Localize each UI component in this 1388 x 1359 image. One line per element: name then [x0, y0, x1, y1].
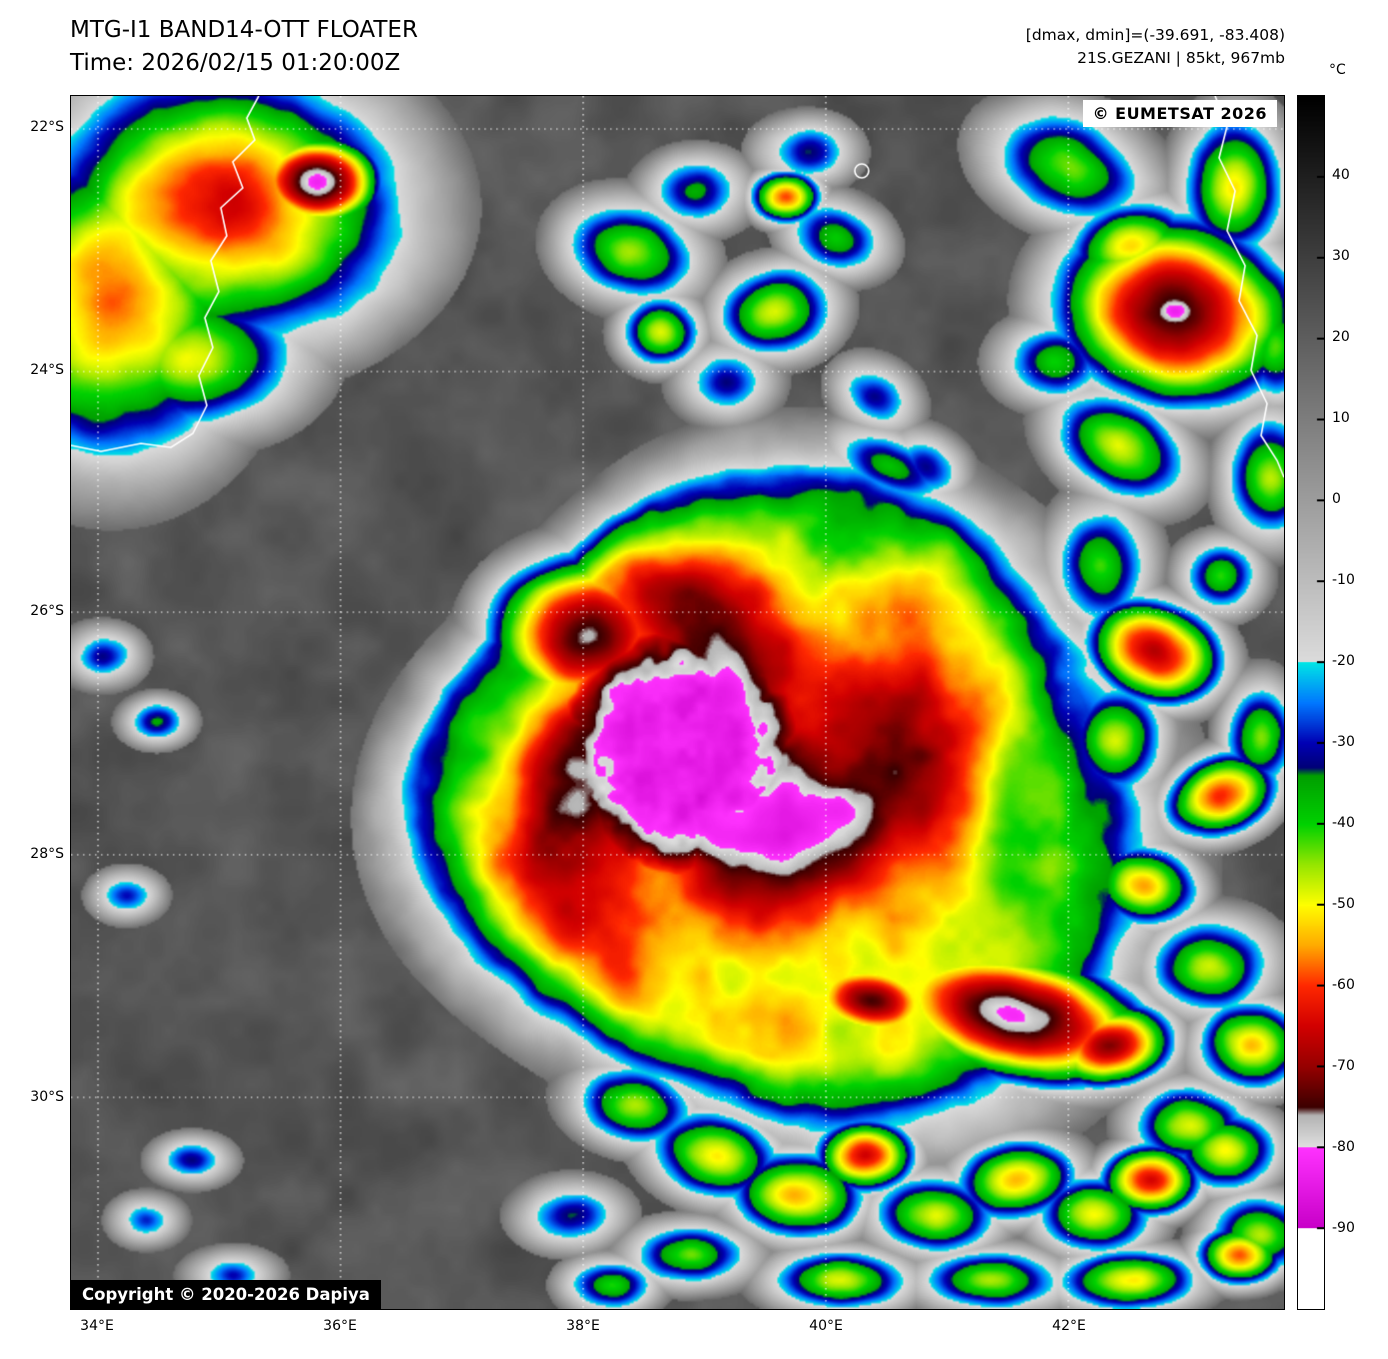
lat-label-24s: 24°S [30, 362, 64, 378]
lon-label-38e: 38°E [566, 1318, 600, 1334]
lon-label-40e: 40°E [809, 1318, 843, 1334]
colorbar-tick-label: 40 [1332, 167, 1350, 183]
colorbar [1297, 95, 1325, 1310]
colorbar-tick-label: -30 [1332, 734, 1355, 750]
colorbar-tick-label: 20 [1332, 329, 1350, 345]
colorbar-tick-label: 10 [1332, 410, 1350, 426]
colorbar-gradient-canvas [1298, 96, 1324, 1309]
colorbar-tick-label: -80 [1332, 1139, 1355, 1155]
colorbar-tick-label: 0 [1332, 491, 1341, 507]
storm-info-label: 21S.GEZANI | 85kt, 967mb [1077, 49, 1285, 67]
copyright-badge: Copyright © 2020-2026 Dapiya [71, 1280, 381, 1309]
colorbar-tick-label: -40 [1332, 815, 1355, 831]
lon-label-36e: 36°E [323, 1318, 357, 1334]
lon-label-34e: 34°E [80, 1318, 114, 1334]
colorbar-unit-label: °C [1329, 62, 1346, 78]
colorbar-tick-label: -90 [1332, 1220, 1355, 1236]
lat-label-26s: 26°S [30, 603, 64, 619]
lat-label-22s: 22°S [30, 119, 64, 135]
lat-label-28s: 28°S [30, 846, 64, 862]
header-title-block: MTG-I1 BAND14-OTT FLOATER Time: 2026/02/… [70, 14, 418, 80]
header-meta-block: [dmax, dmin]=(-39.691, -83.408) 21S.GEZA… [1026, 24, 1285, 70]
lat-label-30s: 30°S [30, 1089, 64, 1105]
lon-label-42e: 42°E [1052, 1318, 1086, 1334]
eumetsat-watermark: © EUMETSAT 2026 [1082, 100, 1277, 127]
time-label: Time: 2026/02/15 01:20:00Z [70, 50, 401, 76]
colorbar-tick-label: -20 [1332, 653, 1355, 669]
colorbar-tick-label: -10 [1332, 572, 1355, 588]
satellite-image-canvas [71, 96, 1284, 1309]
product-title: MTG-I1 BAND14-OTT FLOATER [70, 17, 418, 43]
dmax-dmin-label: [dmax, dmin]=(-39.691, -83.408) [1025, 26, 1285, 44]
colorbar-tick-label: 30 [1332, 248, 1350, 264]
colorbar-tick-label: -70 [1332, 1058, 1355, 1074]
colorbar-tick-label: -60 [1332, 977, 1355, 993]
satellite-map: © EUMETSAT 2026 Copyright © 2020-2026 Da… [70, 95, 1285, 1310]
colorbar-tick-label: -50 [1332, 896, 1355, 912]
